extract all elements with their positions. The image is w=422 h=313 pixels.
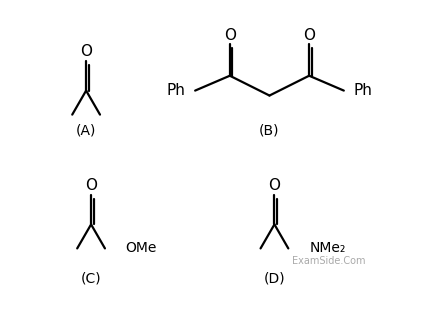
Text: (D): (D) — [264, 272, 285, 286]
Text: O: O — [303, 28, 315, 43]
Text: O: O — [268, 178, 281, 193]
Text: Ph: Ph — [354, 83, 373, 98]
Text: (A): (A) — [76, 123, 96, 137]
Text: NMe₂: NMe₂ — [310, 241, 346, 255]
Text: (C): (C) — [81, 272, 101, 286]
Text: OMe: OMe — [125, 241, 156, 255]
Text: O: O — [224, 28, 236, 43]
Text: ExamSide.Com: ExamSide.Com — [292, 256, 366, 266]
Text: O: O — [85, 178, 97, 193]
Text: Ph: Ph — [166, 83, 185, 98]
Text: O: O — [80, 44, 92, 59]
Text: (B): (B) — [259, 123, 280, 137]
